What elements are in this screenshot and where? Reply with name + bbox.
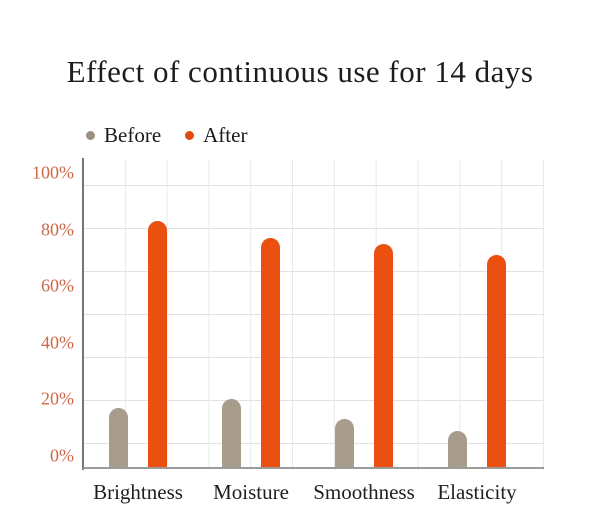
- bar-after-brightness: [148, 221, 167, 469]
- x-axis-line: [83, 467, 544, 469]
- chart-title: Effect of continuous use for 14 days: [66, 54, 534, 89]
- x-axis-label-brightness: Brightness: [93, 480, 183, 504]
- x-axis-label-moisture: Moisture: [213, 480, 289, 504]
- bar-before-elasticity: [448, 430, 467, 469]
- legend-label-before: Before: [104, 123, 162, 147]
- bar-before-brightness: [109, 407, 128, 469]
- x-axis-label-elasticity: Elasticity: [437, 480, 517, 504]
- bar-before-smoothness: [335, 419, 354, 469]
- y-axis-label-0: 0%: [50, 445, 74, 466]
- plot-area: [83, 160, 544, 470]
- y-axis-label-40: 40%: [41, 332, 74, 353]
- y-axis-label-20: 20%: [41, 388, 74, 409]
- x-axis-label-smoothness: Smoothness: [313, 480, 415, 504]
- bar-after-moisture: [261, 238, 280, 469]
- y-axis-label-80: 80%: [41, 219, 74, 240]
- bar-after-elasticity: [487, 255, 506, 469]
- after-dot-icon: [185, 131, 195, 140]
- y-axis-label-60: 60%: [41, 275, 74, 296]
- y-axis-label-100: 100%: [32, 162, 74, 183]
- y-axis-line: [82, 158, 84, 470]
- legend: Before After: [86, 123, 247, 148]
- bar-after-smoothness: [374, 243, 393, 469]
- legend-item-before: Before: [86, 123, 161, 148]
- bar-before-moisture: [222, 399, 241, 469]
- legend-item-after: After: [185, 123, 247, 148]
- legend-label-after: After: [203, 123, 248, 147]
- before-dot-icon: [86, 131, 95, 140]
